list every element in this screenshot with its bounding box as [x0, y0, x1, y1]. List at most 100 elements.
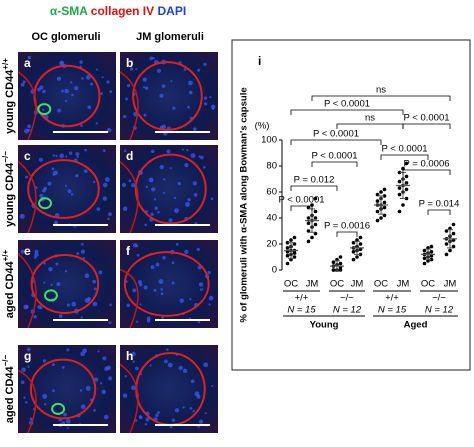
nucleus [80, 249, 86, 254]
nucleus [66, 348, 70, 352]
y-tick-label: 0 [272, 265, 277, 276]
nucleus [188, 90, 193, 95]
comparison-bracket [427, 209, 451, 215]
comparison-bracket [290, 139, 382, 145]
nucleus [81, 77, 84, 80]
nucleus [132, 360, 135, 363]
nucleus [25, 305, 29, 309]
nucleus [184, 249, 189, 254]
nucleus [184, 163, 189, 168]
nucleus [22, 80, 26, 84]
nucleus [34, 249, 39, 254]
nucleus [95, 122, 98, 125]
nucleus [51, 167, 55, 171]
nucleus [172, 106, 176, 110]
age-label: Young [310, 320, 339, 331]
comparison-bracket [402, 123, 451, 129]
nucleus [161, 84, 166, 88]
nucleus [34, 252, 39, 257]
nucleus [130, 60, 133, 63]
nucleus [25, 175, 29, 179]
nucleus [143, 285, 148, 290]
nucleus [209, 96, 212, 99]
nucleus [50, 283, 53, 286]
nucleus [106, 127, 112, 133]
genotype-label: −/− [432, 293, 446, 304]
nucleus [55, 154, 58, 158]
nucleus [166, 348, 169, 352]
data-point [397, 179, 402, 184]
n-label: N = 12 [425, 305, 454, 316]
comparison-label: P < 0.0001 [313, 129, 359, 140]
nucleus [63, 412, 67, 417]
nucleus [190, 153, 196, 159]
data-point [451, 231, 456, 236]
nucleus [64, 88, 69, 94]
data-point [401, 166, 405, 171]
nucleus [151, 187, 156, 192]
nucleus [65, 418, 71, 424]
data-point [292, 251, 297, 255]
nucleus [19, 213, 25, 219]
sma-vessel [37, 103, 52, 116]
comparison-label: P = 0.014 [419, 199, 460, 210]
nucleus [171, 418, 176, 422]
nucleus [76, 252, 80, 256]
nucleus [146, 319, 151, 323]
nucleus [76, 155, 79, 159]
nucleus [27, 55, 32, 60]
nucleus [187, 105, 190, 109]
nucleus [52, 389, 55, 393]
nucleus [131, 385, 136, 391]
nucleus [42, 393, 48, 399]
data-point [397, 186, 402, 190]
data-point [306, 216, 311, 220]
nucleus [20, 82, 25, 87]
nucleus [44, 403, 47, 406]
nucleus [155, 413, 159, 418]
column-label: OC glomeruli [31, 31, 100, 43]
data-point [382, 194, 387, 198]
nucleus [139, 415, 143, 420]
n-label: N = 15 [378, 305, 407, 316]
nucleus [79, 389, 83, 392]
nucleus [124, 374, 127, 378]
row-label-sup: +/+ [1, 249, 10, 261]
data-point [382, 205, 387, 210]
nucleus [42, 359, 47, 363]
nucleus [104, 177, 110, 183]
nucleus [92, 279, 96, 284]
nucleus [136, 253, 140, 257]
collagen-strand [17, 253, 37, 329]
nucleus [98, 270, 103, 275]
collagen-strand [17, 369, 37, 434]
row-label-sup: −/− [1, 151, 10, 163]
collagen-strand [17, 160, 37, 234]
nucleus [144, 86, 149, 90]
data-point [358, 235, 363, 240]
bowman-capsule [27, 159, 100, 219]
nucleus [55, 212, 60, 218]
nucleus [152, 57, 155, 60]
genotype-label: +/+ [385, 293, 399, 304]
nucleus [123, 114, 127, 119]
data-point [306, 239, 311, 244]
nucleus [42, 89, 46, 94]
collagen-strand [119, 268, 139, 329]
nucleus [168, 218, 173, 223]
nucleus [175, 242, 179, 246]
nucleus [56, 282, 61, 287]
data-point [292, 235, 297, 240]
nucleus [170, 80, 173, 83]
nucleus [211, 384, 214, 387]
nucleus [190, 379, 195, 384]
nucleus [143, 86, 146, 89]
nucleus [59, 153, 65, 159]
nucleus [189, 298, 192, 301]
nucleus [196, 394, 201, 399]
nucleus [179, 298, 184, 303]
nucleus [57, 108, 62, 113]
data-point [285, 246, 290, 250]
nucleus [203, 96, 208, 100]
nucleus [26, 347, 31, 352]
